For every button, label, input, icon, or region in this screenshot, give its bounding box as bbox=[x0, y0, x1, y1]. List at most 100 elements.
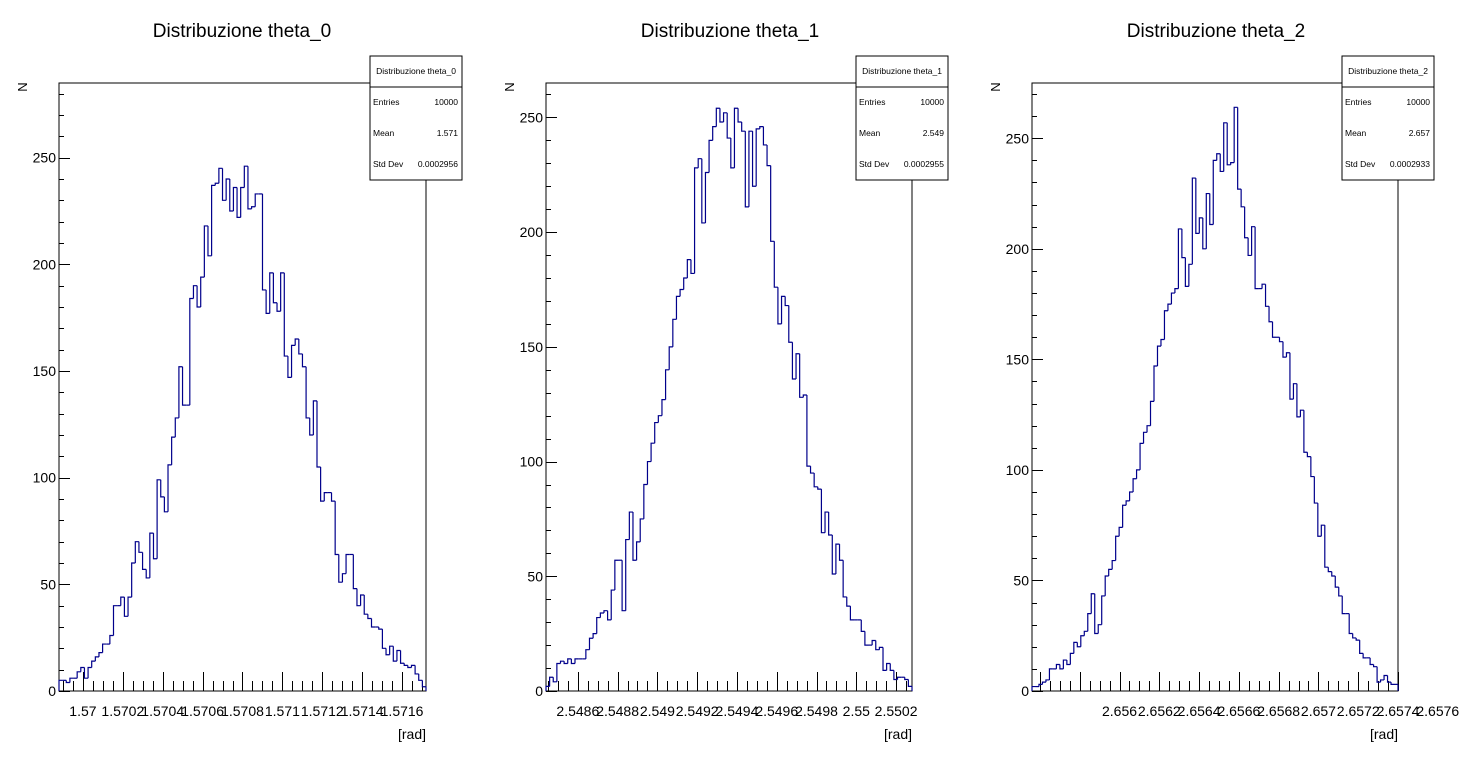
histogram-bin bbox=[907, 679, 912, 688]
stats-value: 10000 bbox=[1406, 97, 1430, 107]
histogram-panel-theta-0: Distribuzione theta_0 N 0 50 100 150 200 250 1.5… bbox=[15, 21, 463, 742]
histogram-bin bbox=[214, 182, 219, 186]
histogram-bin bbox=[773, 241, 778, 288]
histogram-bin bbox=[1118, 526, 1123, 537]
x-tick-label: 2.5498 bbox=[795, 703, 838, 719]
histogram-bin bbox=[574, 658, 579, 664]
histogram-bin bbox=[1132, 478, 1137, 493]
histogram-bin bbox=[1104, 575, 1109, 596]
y-tick-label: 0 bbox=[48, 683, 56, 699]
histogram-bin bbox=[759, 125, 764, 129]
histogram-bin bbox=[1373, 664, 1378, 668]
x-tick-label: 2.55 bbox=[843, 703, 870, 719]
stats-value: 10000 bbox=[920, 97, 944, 107]
histogram-bin bbox=[1383, 674, 1388, 680]
histogram-bin bbox=[1174, 288, 1179, 294]
histogram-bin bbox=[80, 666, 85, 672]
histogram-bin bbox=[683, 277, 688, 290]
histogram-bin bbox=[730, 138, 735, 169]
histogram-bin bbox=[1115, 535, 1120, 561]
stats-label: Std Dev bbox=[859, 159, 890, 169]
histogram-bin bbox=[693, 167, 699, 274]
histogram-bin bbox=[269, 272, 274, 314]
histogram-bin bbox=[1303, 410, 1308, 453]
histogram-bin bbox=[196, 285, 201, 308]
histogram-bin bbox=[189, 297, 194, 406]
histogram-bin bbox=[1097, 624, 1102, 634]
stats-label: Std Dev bbox=[373, 159, 404, 169]
histogram-bin bbox=[1160, 338, 1165, 347]
histogram-bin bbox=[1055, 663, 1060, 669]
histogram-bin bbox=[367, 614, 372, 620]
y-tick-label: 100 bbox=[1006, 462, 1030, 478]
histogram-bin bbox=[1149, 400, 1154, 426]
histogram-bin bbox=[1031, 685, 1036, 691]
histogram-bin bbox=[160, 479, 165, 498]
histogram-bin bbox=[1334, 576, 1339, 588]
histogram-bin bbox=[762, 126, 768, 146]
x-tick-label: 1.5714 bbox=[341, 703, 384, 719]
x-axis-label: [rad] bbox=[398, 726, 426, 742]
histogram-bin bbox=[1073, 641, 1078, 654]
histogram-bin bbox=[1355, 637, 1360, 641]
histogram-bin bbox=[621, 560, 626, 612]
x-tick-label: 1.5712 bbox=[301, 703, 344, 719]
histogram-bin bbox=[1285, 352, 1290, 358]
histogram-bin bbox=[780, 295, 786, 324]
histogram-bin bbox=[232, 186, 238, 211]
histogram-bin bbox=[171, 436, 176, 465]
histogram-bin bbox=[1247, 237, 1252, 257]
x-tick-label: 1.5706 bbox=[181, 703, 224, 719]
stats-label: Entries bbox=[373, 97, 399, 107]
histogram-bin bbox=[243, 165, 248, 188]
histogram-bin bbox=[1320, 524, 1325, 537]
histogram-bin bbox=[218, 167, 223, 184]
histogram-bin bbox=[1209, 193, 1214, 226]
x-tick-label: 1.5708 bbox=[221, 703, 264, 719]
histogram-bin bbox=[1306, 452, 1311, 458]
histogram-bin bbox=[1094, 593, 1099, 635]
stats-value: 1.571 bbox=[437, 128, 459, 138]
histogram-bin bbox=[1139, 442, 1144, 470]
histogram-bin bbox=[389, 645, 394, 655]
histogram-bin bbox=[828, 512, 833, 536]
y-tick-label: 100 bbox=[520, 454, 544, 470]
y-tick-label: 250 bbox=[33, 150, 57, 166]
histogram-bin bbox=[1146, 425, 1151, 433]
histogram-bin bbox=[1324, 525, 1329, 568]
histogram-bin bbox=[675, 295, 681, 320]
y-tick-label: 250 bbox=[520, 109, 544, 125]
histogram-bin bbox=[1177, 228, 1182, 289]
histogram-bin bbox=[668, 346, 673, 370]
histogram-bin bbox=[1296, 383, 1301, 418]
histogram-bin bbox=[312, 400, 317, 435]
histogram-bin bbox=[570, 658, 575, 665]
histogram-bin bbox=[751, 131, 757, 187]
histogram-bin bbox=[726, 112, 731, 139]
histogram-bin bbox=[664, 369, 670, 400]
histogram-bin bbox=[1348, 613, 1353, 635]
histogram-bin bbox=[156, 479, 161, 559]
histogram-bin bbox=[824, 511, 829, 533]
histogram-bin bbox=[712, 125, 717, 141]
histogram-bin bbox=[607, 610, 612, 621]
histogram-bin bbox=[290, 344, 296, 378]
chart-title: Distribuzione theta_2 bbox=[1127, 21, 1306, 42]
histogram-bin bbox=[1299, 409, 1304, 417]
histogram-bin bbox=[207, 225, 212, 257]
histogram-bin bbox=[795, 353, 800, 379]
histogram-bin bbox=[134, 541, 139, 563]
histogram-bin bbox=[167, 464, 172, 512]
histogram-bin bbox=[864, 631, 869, 646]
histogram-bin bbox=[672, 318, 677, 347]
histogram-bin bbox=[1076, 642, 1081, 648]
plot-frame bbox=[1031, 82, 1399, 692]
histogram-bin bbox=[715, 107, 720, 127]
y-tick-label: 0 bbox=[1021, 683, 1029, 699]
histogram-bin bbox=[875, 640, 880, 651]
x-tick-label: 2.6572 bbox=[1337, 703, 1380, 719]
histogram-bin bbox=[247, 166, 252, 210]
histogram-bin bbox=[1184, 257, 1189, 287]
histogram-bin bbox=[860, 619, 865, 632]
histogram-bin bbox=[1341, 595, 1346, 615]
